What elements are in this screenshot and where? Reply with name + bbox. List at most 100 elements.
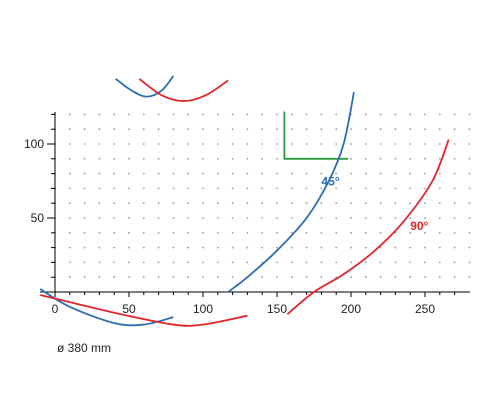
grid-dot [438, 231, 441, 234]
grid-dot [187, 128, 190, 131]
grid-dot [424, 276, 426, 279]
grid-dot [394, 143, 397, 145]
grid-dot [305, 128, 308, 131]
grid-dot [246, 261, 249, 264]
grid-dot [231, 231, 234, 234]
grid-dot [98, 217, 101, 219]
grid-dot [68, 157, 71, 160]
grid-dot [216, 187, 219, 190]
grid-dot [320, 202, 323, 205]
grid-dot [172, 128, 175, 131]
grid-dot [320, 276, 323, 279]
grid-dot [424, 246, 426, 249]
grid-dot [187, 276, 190, 279]
grid-dot [113, 246, 116, 249]
grid-dot [83, 276, 86, 279]
grid-dot [364, 231, 367, 234]
grid-dot [216, 217, 219, 219]
grid-dot [424, 231, 426, 234]
grid-dot [113, 172, 116, 175]
grid-dot [335, 172, 338, 175]
grid-dot [246, 172, 249, 175]
grid-dot [379, 172, 382, 175]
grid-dot [409, 246, 412, 249]
grid-dot [261, 231, 264, 234]
grid-dot [83, 187, 86, 190]
grid-dot [128, 276, 130, 279]
grid-dot [157, 128, 160, 131]
grid-dot [68, 202, 71, 205]
grid-dot [364, 172, 367, 175]
grid-dot [424, 172, 426, 175]
grid-dot [379, 231, 382, 234]
grid-dot [335, 202, 338, 205]
grid-dot [276, 217, 278, 219]
grid-dot [394, 202, 397, 205]
x-tick-label: 150 [267, 302, 287, 316]
grid-dot [172, 246, 175, 249]
curve-90 [286, 139, 450, 315]
labels: 45° 90° [321, 174, 428, 232]
grid-dot [157, 261, 160, 264]
grid-dot [231, 128, 234, 131]
grid-dot [453, 143, 456, 145]
grid-dot [468, 113, 471, 116]
grid-dot [157, 202, 160, 205]
grid-dot [394, 187, 397, 190]
grid-dot [453, 202, 456, 205]
grid-dot [453, 172, 456, 175]
grid-dot [379, 143, 382, 145]
grid-dot [172, 261, 175, 264]
grid-dot [187, 202, 190, 205]
grid-dot [246, 128, 249, 131]
grid-dot [231, 113, 234, 116]
grid-dot [68, 113, 71, 116]
grid-dot [187, 187, 190, 190]
grid-dot [320, 113, 323, 116]
grid-dot [379, 217, 382, 219]
grid-dot [453, 187, 456, 190]
grid-dot [68, 246, 71, 249]
grid-dot [216, 143, 219, 145]
grid-dot [142, 187, 145, 190]
x-tick-label: 50 [122, 302, 136, 316]
grid-dot [202, 113, 204, 116]
grid-dot [142, 157, 145, 160]
grid-dot [202, 187, 204, 190]
grid-dot [364, 217, 367, 219]
grid-dot [202, 217, 204, 219]
grid-dot [409, 276, 412, 279]
grid-dot [364, 157, 367, 160]
grid-dot [290, 187, 293, 190]
grid-dot [142, 276, 145, 279]
grid-dot [364, 128, 367, 131]
grid-dot [202, 276, 204, 279]
grid-dot [276, 172, 278, 175]
grid-dot [261, 143, 264, 145]
grid-dot [394, 276, 397, 279]
grid-dot [364, 187, 367, 190]
grid-dot [453, 276, 456, 279]
x-tick-label: 0 [52, 302, 59, 316]
grid-dot [364, 202, 367, 205]
grid-dot [350, 276, 352, 279]
grid-dot [202, 143, 204, 145]
grid-dot [350, 172, 352, 175]
grid-dot [202, 172, 204, 175]
diameter-footnote: ø 380 mm [57, 341, 112, 355]
x-tick-label: 250 [415, 302, 435, 316]
grid-dot [468, 246, 471, 249]
grid-dot [202, 128, 204, 131]
grid-dot [231, 261, 234, 264]
grid-dot [157, 187, 160, 190]
grid-dot [246, 246, 249, 249]
grid-dot [438, 202, 441, 205]
grid-dot [83, 202, 86, 205]
grid-dot [350, 231, 352, 234]
grid-dot [216, 276, 219, 279]
grid-dot [172, 187, 175, 190]
grid-dot [424, 202, 426, 205]
grid-dot [172, 202, 175, 205]
grid-dot [468, 217, 471, 219]
